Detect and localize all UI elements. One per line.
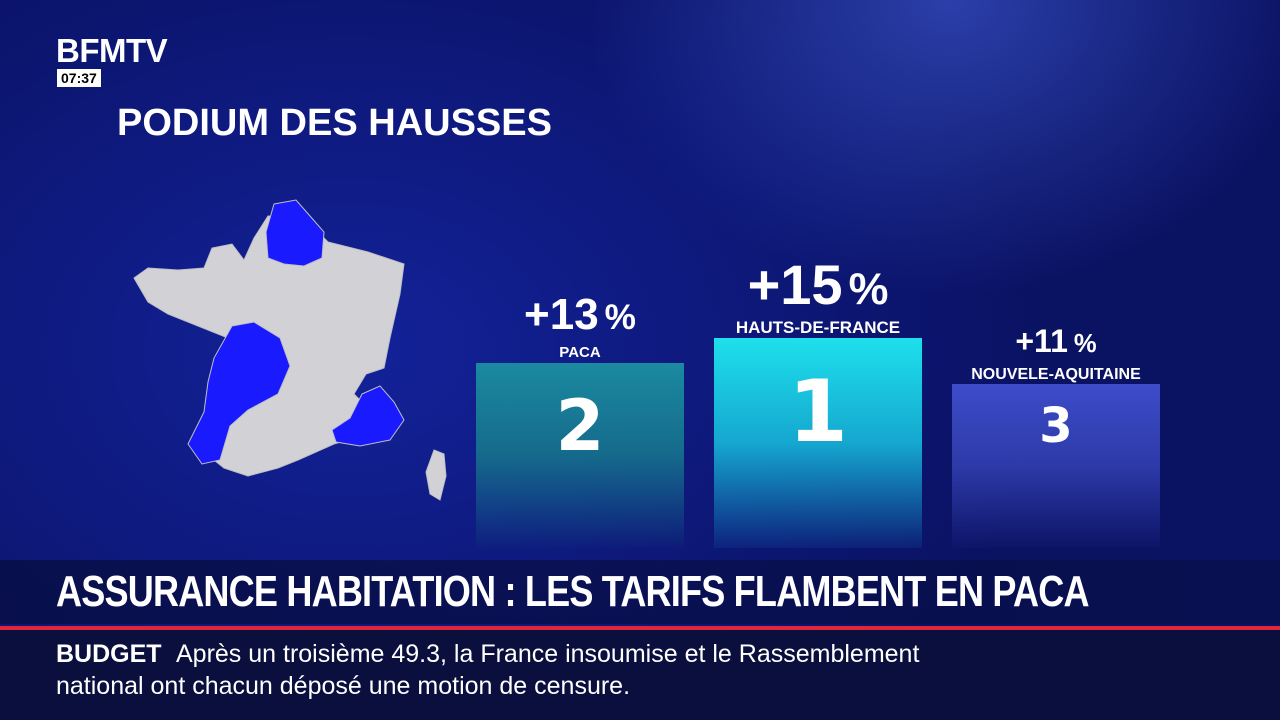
france-map — [133, 199, 447, 501]
podium-bar-2: 2 — [476, 363, 684, 548]
podium-region-2: PACA — [559, 344, 601, 361]
headline: ASSURANCE HABITATION : LES TARIFS FLAMBE… — [56, 567, 1090, 616]
page-title: PODIUM DES HAUSSES — [117, 102, 552, 144]
map-paca — [331, 385, 405, 447]
news-ticker — [0, 630, 1280, 720]
podium-value-1: +15% — [747, 253, 889, 316]
bfmtv-logo: BFMTV — [56, 32, 168, 69]
podium-bar-1: 1 — [714, 338, 922, 548]
map-hauts-de-france — [265, 199, 325, 267]
podium-bar-3: 3 — [952, 384, 1160, 548]
map-corsica — [425, 449, 447, 501]
clock-badge: 07:37 — [57, 69, 101, 87]
ticker-text-line1: Après un troisième 49.3, la France insou… — [176, 640, 920, 668]
ticker-text-line2: national ont chacun déposé une motion de… — [56, 672, 631, 700]
map-nouvelle-aquitaine — [187, 321, 291, 465]
podium-value-2: +13% — [524, 290, 636, 339]
podium-rank-3: 3 — [1039, 398, 1073, 454]
podium-rank-2: 2 — [555, 385, 605, 467]
podium-region-1: HAUTS-DE-FRANCE — [735, 318, 901, 337]
podium-region-3: NOUVELE-AQUITAINE — [971, 366, 1141, 383]
headline-band — [0, 560, 1280, 624]
podium-value-3: +11% — [1015, 323, 1097, 359]
ticker-label: BUDGET — [56, 640, 162, 668]
podium-rank-1: 1 — [788, 362, 848, 462]
ticker-divider — [0, 626, 1280, 630]
